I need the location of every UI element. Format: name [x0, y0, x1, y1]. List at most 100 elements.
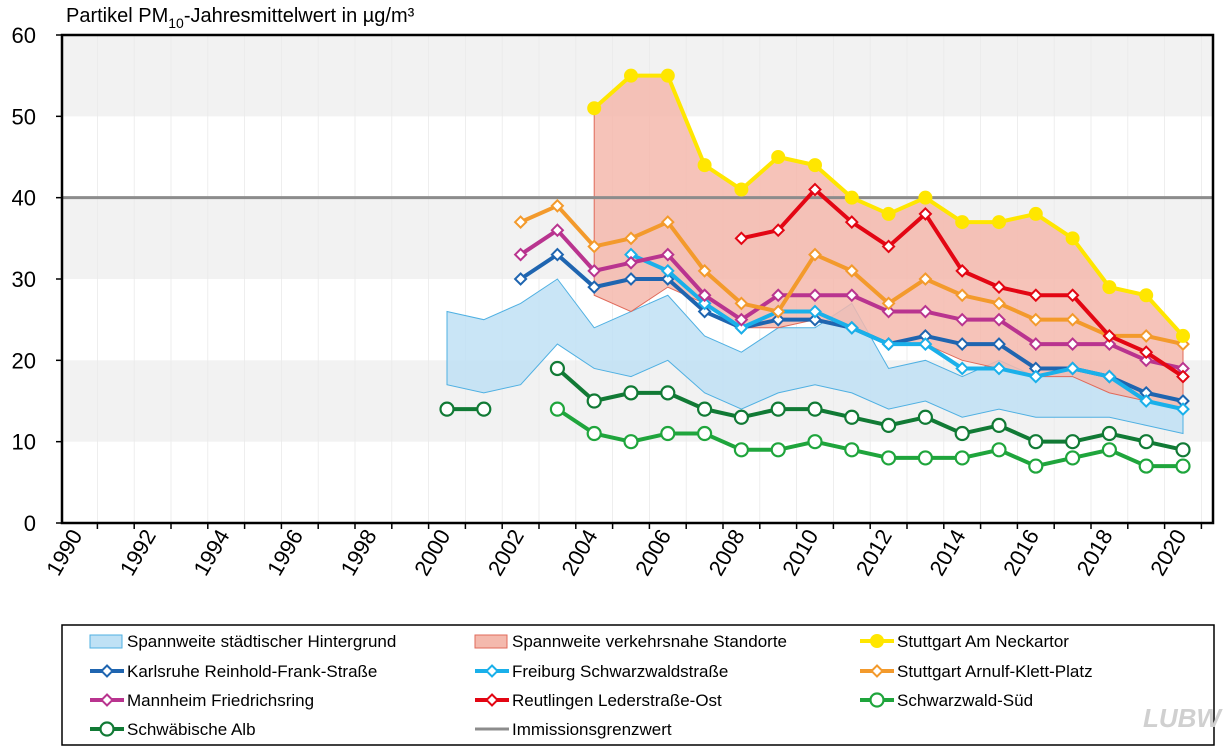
- data-point: [476, 401, 492, 417]
- series-stuttgart-am-neckartor: [587, 68, 1190, 343]
- data-point: [844, 190, 859, 205]
- data-point: [992, 296, 1006, 311]
- data-point: [1065, 231, 1080, 246]
- legend-marker: [485, 664, 499, 678]
- data-point: [991, 417, 1007, 433]
- data-point: [918, 207, 933, 221]
- data-point: [1064, 434, 1081, 450]
- series-schwarzwald-sud: [549, 401, 1191, 474]
- data-point: [623, 434, 639, 450]
- data-point: [917, 450, 934, 466]
- data-point: [1028, 312, 1043, 327]
- chart-title-subscript: 10: [168, 15, 184, 31]
- data-point: [1065, 288, 1080, 303]
- data-point: [587, 280, 602, 295]
- data-point: [881, 239, 896, 254]
- data-point: [660, 215, 675, 229]
- series-schwabische-alb: [439, 360, 1191, 458]
- x-tick-label: 1996: [262, 525, 308, 580]
- legend-marker: [100, 693, 114, 707]
- data-point: [587, 239, 602, 254]
- data-point: [697, 296, 712, 311]
- data-point: [918, 337, 933, 351]
- data-point: [992, 337, 1006, 351]
- legend-label: Spannweite städtischer Hintergrund: [127, 632, 396, 651]
- data-point: [734, 231, 749, 246]
- data-point: [587, 101, 602, 116]
- data-point: [1064, 450, 1081, 466]
- data-point: [881, 296, 896, 311]
- series-reutlingen-lederstrasse-ost: [734, 182, 1190, 384]
- x-tick-label: 1998: [336, 525, 382, 580]
- x-tick-label: 2002: [483, 525, 529, 580]
- data-point: [881, 337, 896, 351]
- legend-item-spannweite-verkehrsnahe-standorte: Spannweite verkehrsnahe Standorte: [474, 632, 787, 651]
- legend-item-schwarzwald-sud: Schwarzwald-Süd: [860, 691, 1033, 710]
- legend-label: Mannheim Friedrichsring: [127, 691, 314, 710]
- legend-label: Stuttgart Am Neckartor: [897, 632, 1069, 651]
- data-point: [1102, 369, 1117, 384]
- data-point: [549, 401, 566, 417]
- data-point: [808, 304, 822, 319]
- y-tick-label: 40: [12, 186, 36, 211]
- legend-marker: [100, 664, 114, 678]
- legend-label: Stuttgart Arnulf-Klett-Platz: [897, 662, 1093, 681]
- data-point: [807, 401, 823, 417]
- data-point: [550, 247, 565, 262]
- data-point: [1176, 402, 1190, 417]
- data-point: [917, 409, 934, 425]
- data-point: [808, 247, 822, 262]
- data-point: [1101, 425, 1118, 442]
- legend-label: Freiburg Schwarzwaldstraße: [512, 662, 728, 681]
- data-point: [955, 288, 970, 303]
- data-point: [697, 288, 712, 303]
- legend-item-mannheim-friedrichsring: Mannheim Friedrichsring: [90, 691, 314, 710]
- data-point: [992, 361, 1006, 376]
- data-point: [1139, 345, 1154, 360]
- legend-label: Schwäbische Alb: [127, 720, 256, 739]
- data-point: [771, 288, 786, 303]
- data-point: [1101, 442, 1118, 458]
- data-point: [734, 320, 749, 335]
- legend-item-karlsruhe-reinhold-frank-strasse: Karlsruhe Reinhold-Frank-Straße: [90, 662, 377, 681]
- legend-marker: [485, 693, 499, 707]
- data-point: [660, 263, 675, 278]
- x-tick-label: 2020: [1145, 525, 1191, 580]
- data-point: [954, 450, 970, 466]
- data-point: [770, 401, 786, 417]
- data-point: [660, 385, 676, 401]
- x-tick-label: 1990: [41, 525, 87, 580]
- data-point: [808, 312, 822, 327]
- data-point: [844, 288, 859, 303]
- data-point: [660, 247, 675, 262]
- data-point: [660, 272, 675, 286]
- data-point: [880, 417, 897, 433]
- data-point: [1102, 329, 1117, 343]
- data-point: [844, 442, 860, 458]
- data-point: [771, 223, 786, 238]
- chart-title: Partikel PM10-Jahresmittelwert in µg/m³: [66, 5, 415, 31]
- series-lines: [439, 68, 1191, 474]
- data-point: [513, 247, 528, 262]
- data-point: [439, 401, 455, 417]
- y-tick-label: 60: [12, 23, 36, 48]
- data-point: [1139, 353, 1154, 368]
- data-point: [844, 320, 859, 335]
- data-point: [955, 361, 970, 376]
- data-point: [733, 442, 750, 458]
- data-point: [1028, 458, 1044, 474]
- data-point: [586, 425, 602, 442]
- x-tick-label: 2016: [998, 525, 1044, 580]
- data-point: [624, 255, 638, 270]
- data-point: [1028, 206, 1043, 221]
- data-point: [1139, 288, 1154, 303]
- legend-item-immissionsgrenzwert: Immissionsgrenzwert: [475, 720, 672, 739]
- data-point: [1028, 288, 1043, 303]
- legend-item-freiburg-schwarzwaldstrasse: Freiburg Schwarzwaldstraße: [475, 662, 728, 681]
- data-point: [1102, 337, 1117, 351]
- x-tick-label: 2018: [1072, 525, 1118, 580]
- x-tick-label: 2004: [556, 525, 602, 580]
- data-point: [1175, 442, 1191, 458]
- y-tick-label: 30: [12, 267, 36, 292]
- data-point: [955, 337, 970, 351]
